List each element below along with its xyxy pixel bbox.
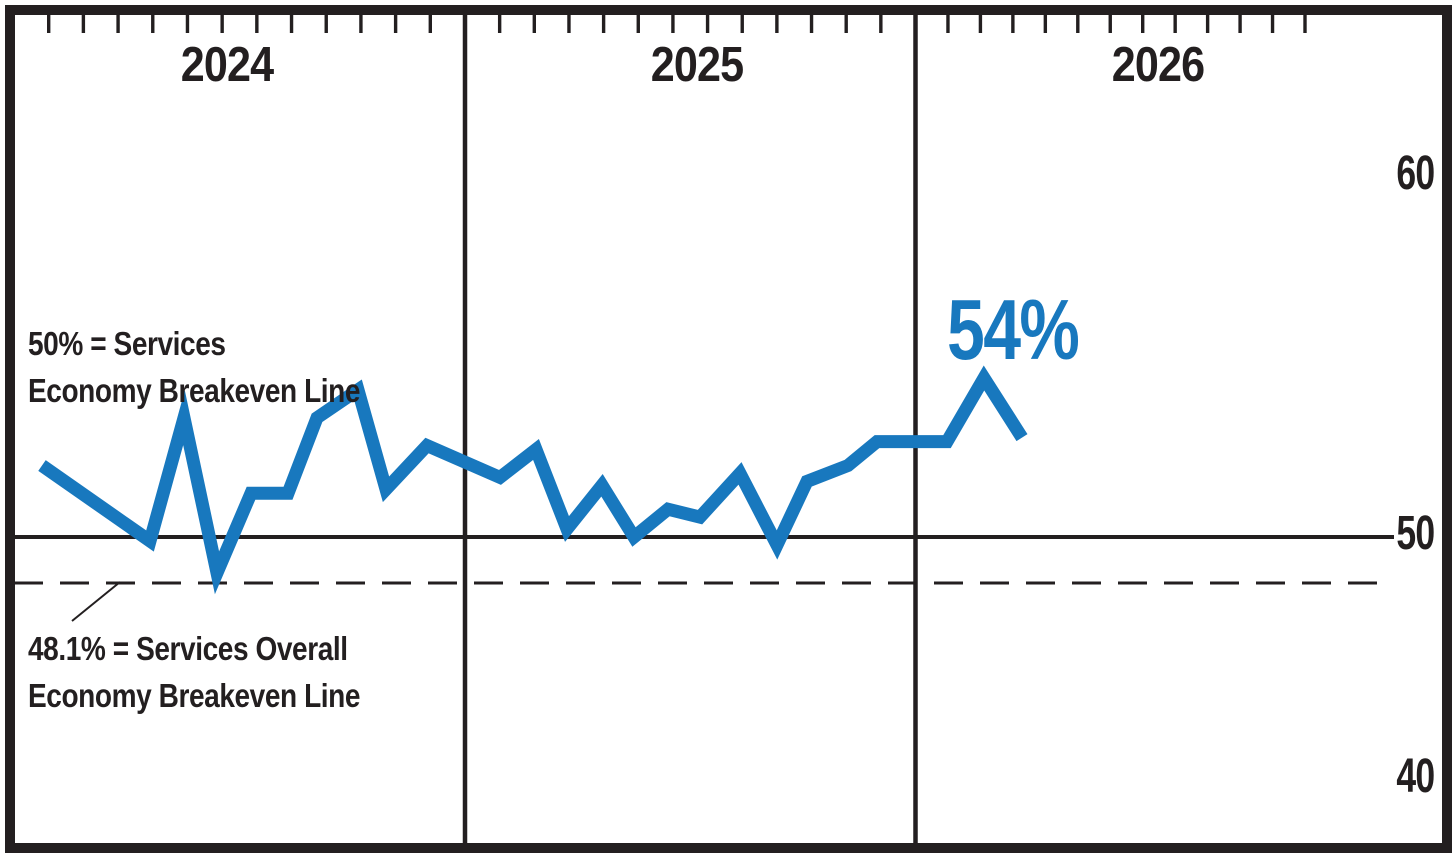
peak-value-label: 54%	[947, 282, 1111, 380]
year-label-2025-text: 2025	[650, 38, 744, 92]
y-axis-label-40-text: 40	[1395, 750, 1435, 803]
chart-frame	[5, 5, 1452, 853]
peak-value-text: 54%	[947, 283, 1080, 378]
year-label-2026: 2026	[1105, 37, 1210, 93]
breakeven-50-line2: Economy Breakeven Line	[28, 372, 361, 409]
year-label-2024-text: 2024	[180, 38, 274, 92]
breakeven-48-line2: Economy Breakeven Line	[28, 677, 361, 714]
breakeven-48-line1: 48.1% = Services Overall	[28, 630, 348, 667]
breakeven-48-annotation: 48.1% = Services Overall Economy Breakev…	[28, 625, 419, 719]
year-label-2026-text: 2026	[1111, 38, 1205, 92]
services-index-line	[38, 365, 1028, 595]
breakeven-50-line1: 50% = Services	[28, 325, 226, 362]
year-label-2025: 2025	[644, 37, 749, 93]
y-axis-label-40: 40	[1383, 749, 1435, 804]
y-axis-label-50-text: 50	[1395, 507, 1435, 560]
y-axis-label-60: 60	[1383, 146, 1435, 201]
callout-line	[71, 581, 121, 622]
y-axis-label-50: 50	[1383, 506, 1435, 561]
year-label-2024: 2024	[174, 37, 279, 93]
breakeven-50-annotation: 50% = Services Economy Breakeven Line	[28, 320, 419, 414]
y-axis-label-60-text: 60	[1395, 147, 1435, 200]
